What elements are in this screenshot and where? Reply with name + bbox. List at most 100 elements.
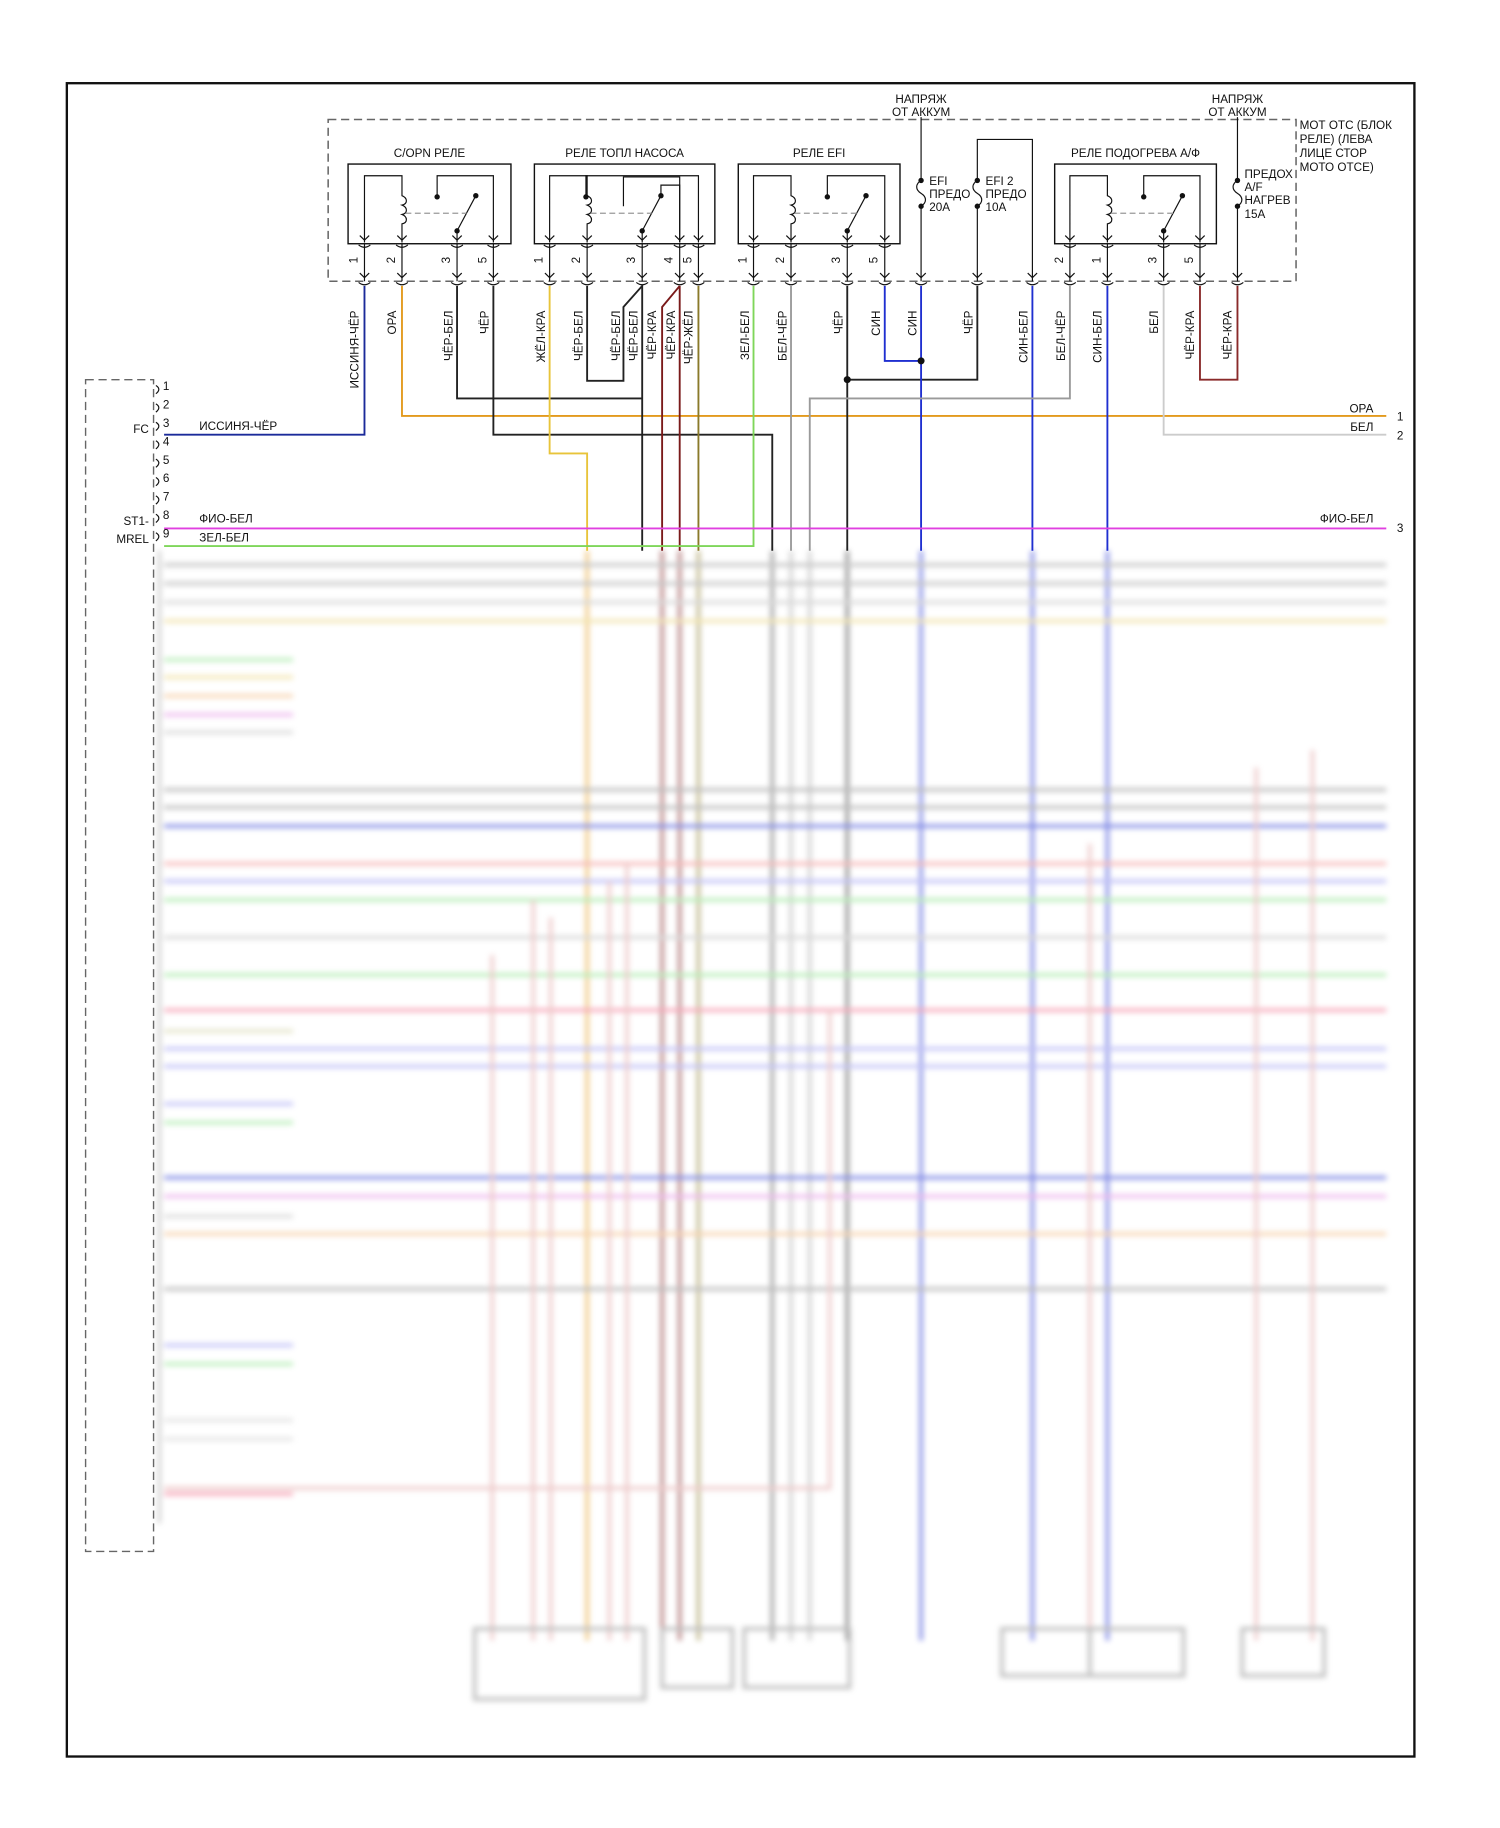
fuse-efi2-label: 10A [986, 201, 1007, 214]
wire-color-label: ЧЁР-КРА [646, 310, 659, 359]
relay-contact [585, 175, 700, 243]
ecm-pin-terminal [155, 440, 160, 450]
wire-chr [492, 285, 774, 551]
relay-pin-number: 3 [625, 257, 638, 264]
connector-terminal [358, 272, 371, 286]
wire-color-label: ЧЁР-КРА [1184, 310, 1197, 359]
connector-terminal [487, 272, 500, 286]
relay-title: C/OPN РЕЛЕ [394, 147, 466, 160]
wire-fc [164, 285, 366, 436]
relay-pin-number: 5 [681, 256, 694, 263]
blurred-component [742, 1627, 852, 1690]
connector-terminal [487, 235, 500, 248]
connector-terminal [692, 235, 705, 248]
relay-pin-number: 5 [476, 256, 489, 263]
fuse-efi2-label: EFI 2 [986, 175, 1014, 188]
ecm-pin-terminal [155, 513, 160, 523]
wire-chr-bel-2 [586, 283, 644, 551]
wire-color-label: СИН [870, 311, 883, 336]
battery-feed-label: ОТ АККУМ [1208, 106, 1266, 119]
contact-dot [824, 194, 831, 200]
wire-color-label: ЧЁР-КРА [665, 310, 678, 359]
connector-terminal [878, 235, 891, 248]
contact-dot [658, 192, 664, 199]
ecm-pin-number: 1 [163, 380, 170, 393]
splice-dot [917, 357, 925, 365]
wire-chr-efi2 [847, 285, 979, 381]
wire-color-label: ЧЁР [963, 310, 976, 334]
wire-zel-bel [164, 285, 755, 547]
ecm-connector-dashed-outline [84, 378, 155, 1553]
relay-copn: C/OPN РЕЛЕ 1 2 3 5 [347, 147, 512, 282]
connector-terminal [450, 272, 464, 286]
relay-pin-number: 1 [533, 257, 546, 264]
ecm-pin-terminal [155, 385, 160, 395]
blurred-component [660, 1627, 735, 1690]
connector-terminal [1157, 235, 1170, 248]
ecm-pin-terminal [155, 495, 160, 505]
connector-terminal [1157, 272, 1170, 286]
ecm-pin-number: 8 [163, 509, 170, 522]
connector-terminal [1063, 272, 1077, 286]
ecm-pin-number: 7 [163, 491, 170, 504]
right-pin-3: 3 [1397, 522, 1404, 535]
connector-terminal [1101, 272, 1114, 286]
wire-color-label: ЧЁР-КРА [1222, 310, 1235, 359]
fuse-efi-icon [916, 179, 927, 207]
relay-box [533, 163, 716, 245]
wire-color-label: ЧЁР-ЖЁЛ [683, 311, 696, 365]
wire-color-label: ЧЁР-БЕЛ [610, 311, 623, 361]
relay-coil [752, 175, 796, 243]
connector-terminal [784, 235, 798, 248]
battery-feed-label: НАПРЯЖ [895, 93, 947, 106]
blurred-wire [164, 749, 1315, 1641]
connector-terminal [1193, 272, 1207, 286]
relay-pin-number: 4 [663, 256, 676, 263]
ecm-pin-number: 2 [163, 399, 170, 412]
wire-color-label: ЗЕЛ-БЕЛ [739, 311, 752, 361]
wire-color-label: ОРА [386, 310, 399, 334]
fuse-af-label: A/F [1244, 181, 1262, 194]
connector-terminal [1101, 235, 1114, 248]
ecm-pin-name: ST1- [123, 515, 148, 528]
relay-pin-number: 2 [385, 257, 398, 264]
wire-bel-chr-2 [808, 285, 1071, 551]
relay-block-label-1: МОТ ОТС (БЛОК [1300, 119, 1393, 132]
relay-contact [436, 175, 494, 243]
wire-color-label: БЕЛ [1148, 311, 1161, 334]
relay-box [347, 163, 512, 245]
connector-terminal [841, 235, 854, 248]
relay-pin-number: 2 [570, 257, 583, 264]
fuse-efi-label: EFI [929, 175, 947, 188]
relay-efi: РЕЛЕ EFI 1 2 3 5 [736, 147, 901, 282]
wire-color-label: ЧЁР-БЕЛ [628, 311, 641, 361]
relay-contact [826, 175, 886, 243]
wire-color-label: ЧЁР [479, 310, 492, 334]
relay-coil [1069, 175, 1113, 243]
relay-title: РЕЛЕ ПОДОГРЕВА А/Ф [1071, 147, 1200, 160]
connector-terminal [841, 272, 854, 286]
relay-pin-number: 1 [1090, 257, 1103, 264]
relay-pin-number: 3 [830, 257, 843, 264]
fuse-efi-icon [918, 203, 924, 209]
ecm-wire-label-mrel: ЗЕЛ-БЕЛ [199, 531, 249, 544]
wire-color-label: ЧЁР [833, 310, 846, 334]
relay-coil [549, 175, 593, 243]
right-pin-2: 2 [1397, 429, 1404, 442]
contact-dot [583, 194, 589, 200]
wire-color-label: ЧЁР-БЕЛ [572, 311, 585, 361]
wire-sin [883, 285, 922, 362]
ecm-pin-number: 9 [163, 527, 170, 540]
fuse-efi-label: ПРЕДО [929, 188, 970, 201]
relay-block-label-2: РЕЛЕ) (ЛЕВА [1300, 133, 1373, 146]
relay-pin-number: 5 [1183, 256, 1196, 263]
wire-chr-kra-af [1199, 285, 1239, 381]
ecm-pin-number: 6 [163, 472, 170, 485]
fuse-af-label: 15A [1244, 208, 1265, 221]
ecm-pin-terminal [155, 421, 160, 431]
connector-terminal [1063, 235, 1077, 248]
connector-terminal [358, 235, 371, 248]
right-wire-label-3: ФИО-БЕЛ [1320, 513, 1373, 526]
blurred-component [1000, 1627, 1092, 1678]
